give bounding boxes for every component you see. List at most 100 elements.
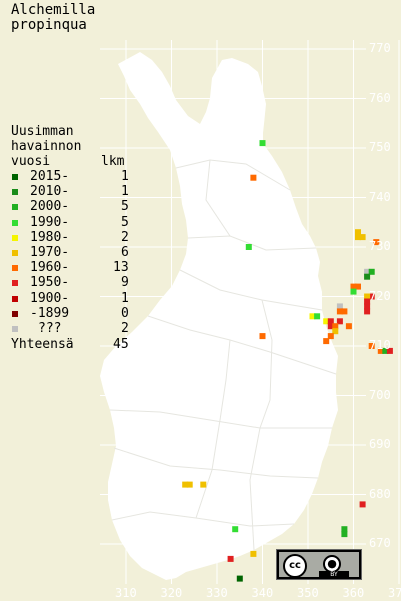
observation-square xyxy=(386,347,393,354)
y-tick-label: 670 xyxy=(369,536,391,550)
observation-square xyxy=(336,303,343,310)
observation-square xyxy=(341,308,348,315)
legend-header-line2: havainnon xyxy=(11,139,82,154)
observation-square xyxy=(355,234,361,241)
legend-total-count: 45 xyxy=(113,337,129,352)
cc-icon: cc xyxy=(283,554,307,578)
observation-square xyxy=(323,338,330,345)
legend-count: 2 xyxy=(121,321,129,336)
observation-square xyxy=(182,481,189,488)
observation-square xyxy=(382,347,389,354)
legend-swatch xyxy=(12,265,18,272)
legend-label: 1990- xyxy=(30,214,70,230)
province-borders xyxy=(109,159,337,551)
y-tick-label: 750 xyxy=(369,140,391,154)
species-name-line2: propinqua xyxy=(11,17,87,33)
x-tick-label: 330 xyxy=(206,586,228,600)
observation-square xyxy=(364,268,371,275)
observation-square xyxy=(327,323,334,330)
observation-square xyxy=(332,328,339,335)
legend-swatch xyxy=(12,326,18,332)
observation-square xyxy=(377,347,384,354)
observation-square xyxy=(350,283,357,290)
legend-count: 1 xyxy=(121,184,129,200)
observation-square xyxy=(364,273,371,280)
legend-count: 5 xyxy=(121,214,129,230)
legend-label: 1960- xyxy=(30,260,70,276)
observation-square xyxy=(364,308,371,315)
observation-square xyxy=(200,481,207,488)
observation-square xyxy=(341,526,348,533)
legend-count: 9 xyxy=(121,275,129,291)
y-tick-label: 730 xyxy=(369,239,391,253)
legend-label: 2000- xyxy=(30,199,70,215)
species-name-line1: Alchemilla xyxy=(11,2,96,18)
observation-square xyxy=(323,318,330,325)
legend-label: 2010- xyxy=(30,184,70,200)
observation-square xyxy=(336,308,343,315)
observation-square xyxy=(368,268,375,275)
y-tick-label: 760 xyxy=(369,90,391,105)
observation-square xyxy=(259,333,266,340)
observation-square xyxy=(359,501,366,508)
y-tick-label: 690 xyxy=(369,437,391,451)
observation-square xyxy=(227,555,234,562)
observation-square xyxy=(245,244,252,250)
observation-square xyxy=(364,303,371,310)
legend-label: 2015- xyxy=(30,169,70,184)
observation-square xyxy=(350,288,357,295)
legend-label: 1980- xyxy=(30,229,70,245)
legend-count-header: lkm xyxy=(101,154,125,169)
legend-swatch xyxy=(12,250,18,256)
observation-square xyxy=(364,293,371,300)
observation-square xyxy=(327,333,334,340)
observation-square xyxy=(373,239,380,246)
observation-square xyxy=(250,174,257,181)
observation-square xyxy=(368,293,375,300)
observation-square xyxy=(327,318,334,325)
legend-count: 2 xyxy=(121,229,129,245)
legend-swatch xyxy=(12,204,18,211)
observation-square xyxy=(186,481,193,488)
x-tick-label: 370 xyxy=(388,586,401,600)
legend-count: 1 xyxy=(121,290,129,306)
legend-label: ??? xyxy=(38,321,62,336)
cc-by-license-badge: cc ● BY xyxy=(276,549,362,580)
observation-square xyxy=(364,298,371,305)
legend-label: 1900- xyxy=(30,290,70,306)
x-tick-label: 310 xyxy=(115,586,137,600)
observation-square xyxy=(341,531,348,538)
legend-label: 1950- xyxy=(30,275,70,291)
y-tick-label: 680 xyxy=(369,486,391,501)
finland-outline xyxy=(100,52,338,580)
y-tick-label: 740 xyxy=(369,189,391,204)
observation-square xyxy=(314,313,321,320)
y-tick-label: 720 xyxy=(369,288,391,303)
observation-square xyxy=(355,283,361,290)
license-badge-panel: cc ● BY xyxy=(279,552,359,579)
legend-swatch xyxy=(12,280,18,287)
observation-square xyxy=(232,526,239,533)
y-tick-label: 710 xyxy=(369,338,391,352)
observation-square xyxy=(345,323,352,330)
x-tick-label: 340 xyxy=(251,586,274,600)
legend-swatch xyxy=(12,310,18,317)
observation-squares xyxy=(182,140,393,582)
legend-count: 0 xyxy=(121,305,129,321)
y-tick-label: 770 xyxy=(369,41,391,55)
x-tick-label: 320 xyxy=(160,586,183,600)
legend-header-line3: vuosi xyxy=(11,154,51,169)
legend-swatch xyxy=(12,174,18,180)
observation-square xyxy=(236,575,243,582)
observation-square xyxy=(309,313,316,320)
legend-label: 1970- xyxy=(30,245,70,260)
observation-square xyxy=(259,140,266,147)
legend-count: 6 xyxy=(121,245,129,260)
observation-square xyxy=(368,343,375,349)
legend-count: 5 xyxy=(121,199,129,215)
x-tick-label: 350 xyxy=(297,586,319,600)
observation-square xyxy=(359,234,366,241)
observation-square xyxy=(332,323,339,330)
